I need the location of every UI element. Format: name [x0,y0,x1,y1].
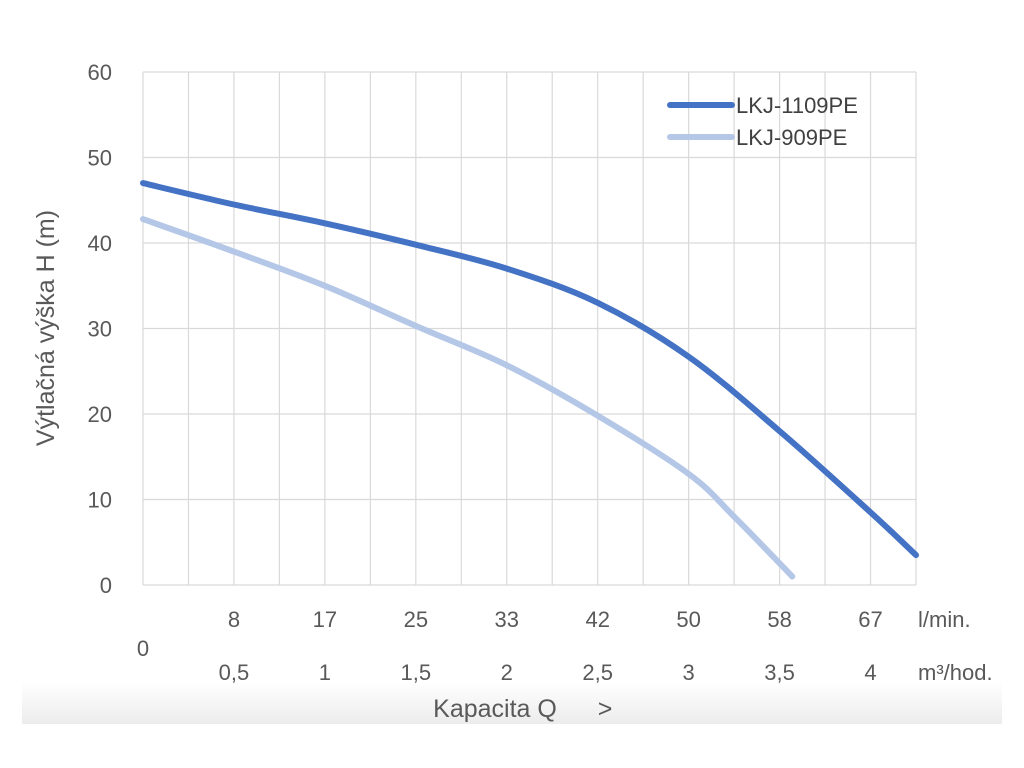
bottom-shade [22,682,1002,724]
x-tick-label-m3h: 3,5 [764,660,795,685]
x-tick-label-lmin: 33 [495,607,519,632]
y-tick-label: 0 [100,573,112,598]
legend-label-lkj-909pe: LKJ-909PE [736,125,847,150]
x-tick-label-lmin: 67 [858,607,882,632]
x-tick-label-lmin: 25 [404,607,428,632]
x-tick-label-m3h: 1 [319,660,331,685]
y-tick-label: 20 [88,402,112,427]
x-unit-lmin: l/min. [918,607,971,632]
x-tick-label-lmin: 42 [585,607,609,632]
series-line-lkj-1109pe [140,180,919,559]
y-tick-label: 40 [88,231,112,256]
series-lines [140,180,919,580]
x-tick-label-lmin: 17 [313,607,337,632]
y-axis-title: Výtlačná výška H (m) [32,210,60,446]
x-tick-label-m3h: 2,5 [582,660,613,685]
y-tick-label: 60 [88,60,112,85]
x-axis-title: Kapacita Q [433,695,557,723]
x-tick-label-lmin: 50 [676,607,700,632]
x-origin-label: 0 [137,636,149,661]
legend: LKJ-1109PE LKJ-909PE [667,93,858,150]
y-tick-label: 50 [88,146,112,171]
x-tick-label-m3h: 4 [864,660,876,685]
x-tick-label-m3h: 0,5 [219,660,250,685]
gridlines [142,71,917,586]
x-tick-label-lmin: 8 [228,607,240,632]
x-unit-m3h: m³/hod. [918,660,993,685]
legend-label-lkj-1109pe: LKJ-1109PE [736,93,858,118]
x-tick-label-m3h: 3 [683,660,695,685]
series-line-lkj-909pe [140,216,796,580]
x-tick-label-m3h: 2 [501,660,513,685]
y-tick-label: 10 [88,488,112,513]
x-tick-label-m3h: 1,5 [401,660,432,685]
x-axis-arrow: > [598,695,613,723]
y-tick-label: 30 [88,317,112,342]
x-tick-label-lmin: 58 [767,607,791,632]
